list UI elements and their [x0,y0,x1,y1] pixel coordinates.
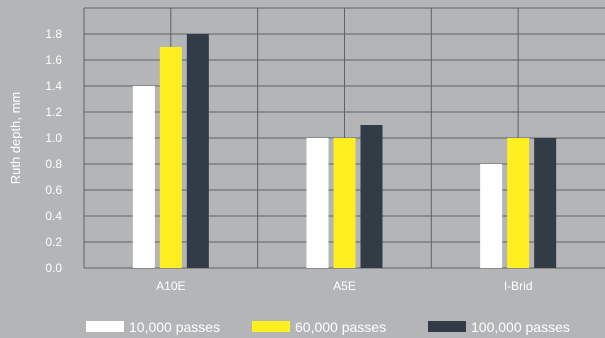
y-tick-label: 1.2 [45,105,62,119]
y-tick-label: 0.4 [45,209,62,223]
bar-i-brid-series-1 [480,164,503,268]
bar-a10e-series-3 [186,34,209,268]
legend-label: 100,000 passes [471,319,570,335]
bar-a10e-series-1 [132,86,155,268]
x-tick-label: A10E [156,279,185,293]
y-tick-label: 0.0 [45,261,62,275]
legend-swatch [428,321,466,332]
y-axis-label: Ruth depth, mm [8,92,23,185]
legend-label: 60,000 passes [295,319,386,335]
bar-i-brid-series-2 [507,138,530,268]
legend-swatch [86,321,124,332]
legend-swatch [252,321,290,332]
y-tick-label: 0.8 [45,157,62,171]
y-tick-label: 1.6 [45,53,62,67]
x-tick-label: I-Brid [504,279,533,293]
y-tick-label: 1.0 [45,131,62,145]
legend-label: 10,000 passes [129,319,220,335]
bar-a5e-series-3 [360,125,383,268]
bar-a5e-series-2 [333,138,356,268]
chart-bars [132,34,557,268]
y-axis-ticks: 0.0 0.2 0.4 0.6 0.8 1.0 1.2 1.4 1.6 1.8 [45,27,62,275]
y-tick-label: 0.2 [45,235,62,249]
x-axis-ticks: A10E A5E I-Brid [156,279,532,293]
bar-a10e-series-2 [159,47,182,268]
x-tick-label: A5E [333,279,356,293]
chart-legend: 10,000 passes 60,000 passes 100,000 passes [86,319,570,335]
y-tick-label: 0.6 [45,183,62,197]
y-tick-label: 1.8 [45,27,62,41]
y-tick-label: 1.4 [45,79,62,93]
bar-i-brid-series-3 [534,138,557,268]
bar-a5e-series-1 [306,138,329,268]
